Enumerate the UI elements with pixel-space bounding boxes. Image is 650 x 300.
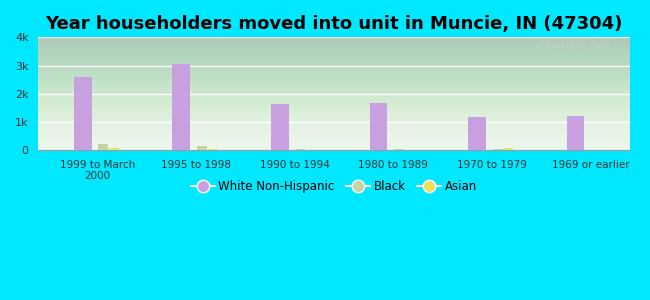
Bar [172, 64, 190, 150]
Bar [74, 77, 92, 150]
Bar [296, 149, 306, 150]
Bar [197, 146, 207, 150]
Bar [109, 148, 119, 150]
Bar [271, 103, 289, 150]
Text: City-Data.com: City-Data.com [538, 41, 612, 51]
Bar [394, 149, 404, 150]
Bar [567, 116, 584, 150]
Bar [493, 149, 502, 150]
Bar [468, 117, 486, 150]
Legend: White Non-Hispanic, Black, Asian: White Non-Hispanic, Black, Asian [187, 176, 482, 198]
Bar [99, 143, 109, 150]
Bar [208, 148, 218, 150]
Bar [504, 148, 514, 150]
Title: Year householders moved into unit in Muncie, IN (47304): Year householders moved into unit in Mun… [46, 15, 623, 33]
Bar [370, 103, 387, 150]
